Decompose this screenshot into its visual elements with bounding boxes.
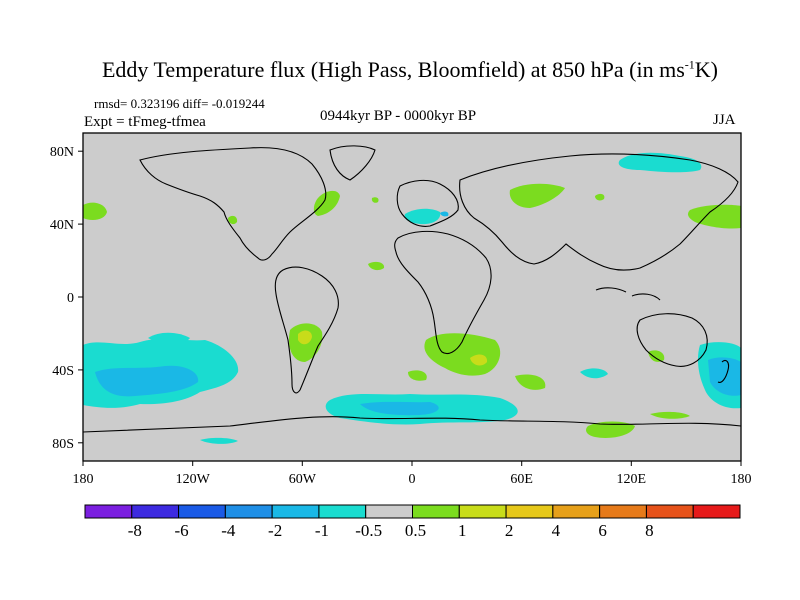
- colorbar-labels: -8 -6 -4 -2 -1 -0.5 0.5 1 2 4 6 8: [128, 521, 654, 540]
- lon-label-180w: 180: [73, 472, 94, 487]
- colorbar-label: -1: [315, 521, 329, 540]
- title-superscript: -1: [684, 57, 695, 72]
- coastline-indonesia: [595, 287, 627, 293]
- colorbar-box: [131, 504, 180, 519]
- colorbar-box: [692, 504, 741, 519]
- period-text: 0944kyr BP - 0000kyr BP: [320, 108, 477, 124]
- contour-positive-strong: [470, 354, 488, 366]
- contour-negative: [200, 437, 238, 444]
- contour-positive: [509, 183, 565, 208]
- coastline-indonesia: [631, 293, 661, 301]
- lon-label-60w: 60W: [289, 472, 317, 487]
- colorbar-label: 0.5: [405, 521, 426, 540]
- colorbar-label: 8: [645, 521, 654, 540]
- coastline-africa: [394, 230, 492, 355]
- lon-label-0: 0: [409, 472, 416, 487]
- colorbar-box: [412, 504, 460, 519]
- contour-positive: [408, 370, 427, 381]
- lon-label-120w: 120W: [176, 472, 211, 487]
- contour-positive-strong: [298, 330, 312, 345]
- colorbar-box: [178, 504, 226, 519]
- contour-positive: [371, 197, 379, 203]
- colorbar-label: -0.5: [355, 521, 382, 540]
- contour-negative-strong: [360, 401, 439, 416]
- colorbar-box: [271, 504, 320, 519]
- lat-label-40s: 40S: [52, 364, 74, 379]
- coastline-antarctica: [82, 416, 742, 433]
- coastlines: [82, 145, 742, 433]
- colorbar-box: [645, 504, 694, 519]
- colorbar-box: [458, 504, 507, 519]
- coastline-south-america: [274, 266, 339, 394]
- coastline-north-america: [139, 147, 327, 261]
- contour-positive: [595, 193, 605, 201]
- axis-ticks: [78, 150, 742, 466]
- lon-label-180e: 180: [731, 472, 752, 487]
- colorbar-box: [84, 504, 133, 519]
- rmsd-text: rmsd= 0.323196 diff= -0.019244: [94, 96, 265, 111]
- coastline-europe: [396, 179, 459, 227]
- colorbar-box: [224, 504, 273, 519]
- season-text: JJA: [713, 112, 736, 128]
- coastline-asia: [459, 153, 739, 271]
- contour-negative-strong: [708, 357, 741, 396]
- colorbar-label: -8: [128, 521, 142, 540]
- coastline-australia: [636, 313, 708, 367]
- contour-negative-strong: [440, 211, 449, 217]
- contour-positive: [515, 374, 546, 390]
- title-main: Eddy Temperature flux (High Pass, Bloomf…: [101, 57, 685, 82]
- contour-negative: [148, 332, 190, 345]
- coastline-new-zealand: [717, 359, 730, 383]
- contour-negative: [404, 208, 441, 225]
- colorbar-label: -6: [174, 521, 188, 540]
- contour-positive: [586, 421, 635, 438]
- plot-title: Eddy Temperature flux (High Pass, Bloomf…: [0, 57, 800, 83]
- contour-positive: [368, 261, 385, 271]
- lon-label-60e: 60E: [510, 472, 533, 487]
- lon-label-120e: 120E: [617, 472, 647, 487]
- lat-label-80n: 80N: [50, 145, 74, 160]
- contour-negative: [618, 152, 702, 173]
- colorbar-box: [505, 504, 554, 519]
- colorbar-box: [365, 504, 414, 519]
- contour-positive: [83, 202, 107, 220]
- contour-positive: [313, 190, 340, 216]
- contour-fields: [83, 152, 741, 444]
- colorbar-label: 2: [505, 521, 514, 540]
- colorbar-label: -4: [221, 521, 236, 540]
- contour-positive: [650, 411, 690, 419]
- contour-positive: [648, 350, 665, 362]
- contour-positive: [687, 204, 741, 229]
- colorbar: [84, 504, 741, 519]
- colorbar-label: 4: [552, 521, 561, 540]
- experiment-text: Expt = tFmeg-tfmea: [84, 114, 206, 130]
- colorbar-box: [552, 504, 601, 519]
- lat-label-0: 0: [67, 291, 74, 306]
- colorbar-label: 1: [458, 521, 467, 540]
- colorbar-label: -2: [268, 521, 282, 540]
- colorbar-box: [599, 504, 647, 519]
- colorbar-label: 6: [598, 521, 607, 540]
- contour-negative-strong: [95, 365, 199, 397]
- title-end: K): [694, 57, 718, 82]
- colorbar-box: [318, 504, 367, 519]
- contour-negative: [580, 368, 608, 379]
- contour-positive: [228, 215, 238, 225]
- coastline-greenland: [329, 145, 376, 181]
- lat-label-80s: 80S: [52, 437, 74, 452]
- lat-label-40n: 40N: [50, 218, 74, 233]
